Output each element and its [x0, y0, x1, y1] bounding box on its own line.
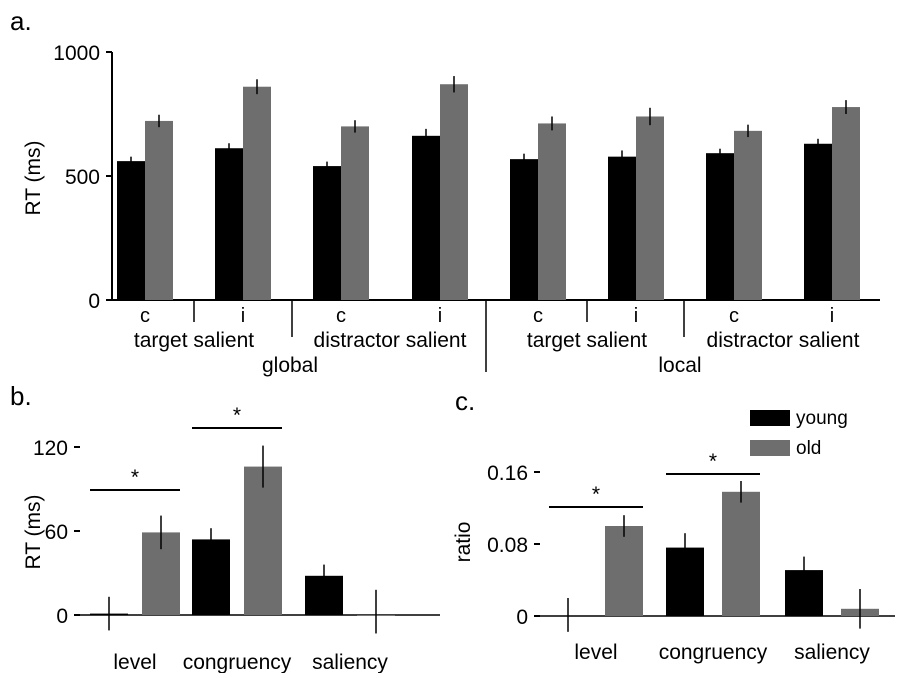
panel-b-ylabel: RT (ms)	[22, 494, 45, 569]
panel-a-x-tick-label: c	[729, 305, 739, 327]
panel-c-x-tick-label: congruency	[659, 641, 768, 664]
significance-marker: *	[233, 404, 241, 427]
panel-b-y-tick-label: 0	[56, 605, 68, 628]
panel-c-y-tick-label: 0.16	[487, 462, 528, 485]
bar	[605, 526, 643, 616]
panel-label-c: c.	[455, 386, 475, 416]
bar	[215, 148, 243, 300]
panel-a-x-tick-label: i	[241, 305, 245, 327]
panel-b-x-tick-label: level	[113, 651, 156, 673]
bar	[636, 116, 664, 300]
panel-a-x-tick-label: i	[634, 305, 638, 327]
panel-a-y-tick-label: 1000	[53, 42, 100, 65]
bar	[722, 491, 760, 616]
bar	[244, 466, 282, 615]
panel-a-x-tick-label: i	[830, 305, 834, 327]
bar	[313, 166, 341, 300]
panel-a-y-tick-label: 0	[88, 290, 100, 313]
legend-swatch-young	[750, 410, 790, 426]
legend-label-old: old	[796, 438, 821, 459]
significance-marker: *	[709, 450, 717, 473]
panel-a-level-label: global	[262, 354, 318, 377]
panel-label-a: a.	[10, 6, 32, 36]
panel-label-b: b.	[10, 381, 32, 411]
panel-a-ylabel: RT (ms)	[22, 140, 45, 215]
bar	[440, 84, 468, 301]
panel-c-x-tick-label: saliency	[794, 641, 870, 664]
bar	[412, 135, 440, 300]
bar	[832, 107, 860, 300]
bar	[608, 156, 636, 300]
panel-a-group-label: distractor salient	[314, 329, 467, 352]
bar	[341, 126, 369, 301]
panel-a-level-label: local	[658, 354, 701, 377]
panel-c-y-tick-label: 0.08	[487, 534, 528, 557]
bar	[192, 539, 230, 615]
bar	[117, 161, 145, 300]
panel-c-x-tick-label: level	[574, 641, 617, 664]
significance-marker: *	[592, 483, 600, 506]
bar	[145, 120, 173, 300]
panel-a-group-label: target salient	[134, 329, 254, 352]
bar	[734, 130, 762, 300]
panel-a-x-tick-label: i	[438, 305, 442, 327]
legend: young old	[750, 408, 848, 459]
bar	[706, 153, 734, 300]
bar	[243, 86, 271, 300]
bar	[804, 143, 832, 300]
panel-a-y-tick-label: 500	[65, 166, 100, 189]
panel-b-y-tick-label: 120	[33, 437, 68, 460]
bar	[510, 159, 538, 300]
legend-swatch-old	[750, 440, 790, 456]
significance-marker: *	[131, 466, 139, 489]
legend-label-young: young	[796, 408, 848, 429]
panel-a-x-tick-label: c	[140, 305, 150, 327]
panel-b-x-tick-label: congruency	[183, 651, 292, 673]
panel-b-y-tick-label: 60	[45, 521, 68, 544]
panel-b-x-tick-label: saliency	[312, 651, 388, 673]
panel-c-y-tick-label: 0	[516, 606, 528, 629]
panel-a-group-label: distractor salient	[707, 329, 860, 352]
panel-a-x-tick-label: c	[533, 305, 543, 327]
bar	[538, 123, 566, 300]
panel-a-x-tick-label: c	[336, 305, 346, 327]
panel-c-ylabel: ratio	[452, 522, 475, 563]
panel-a-group-label: target salient	[527, 329, 647, 352]
